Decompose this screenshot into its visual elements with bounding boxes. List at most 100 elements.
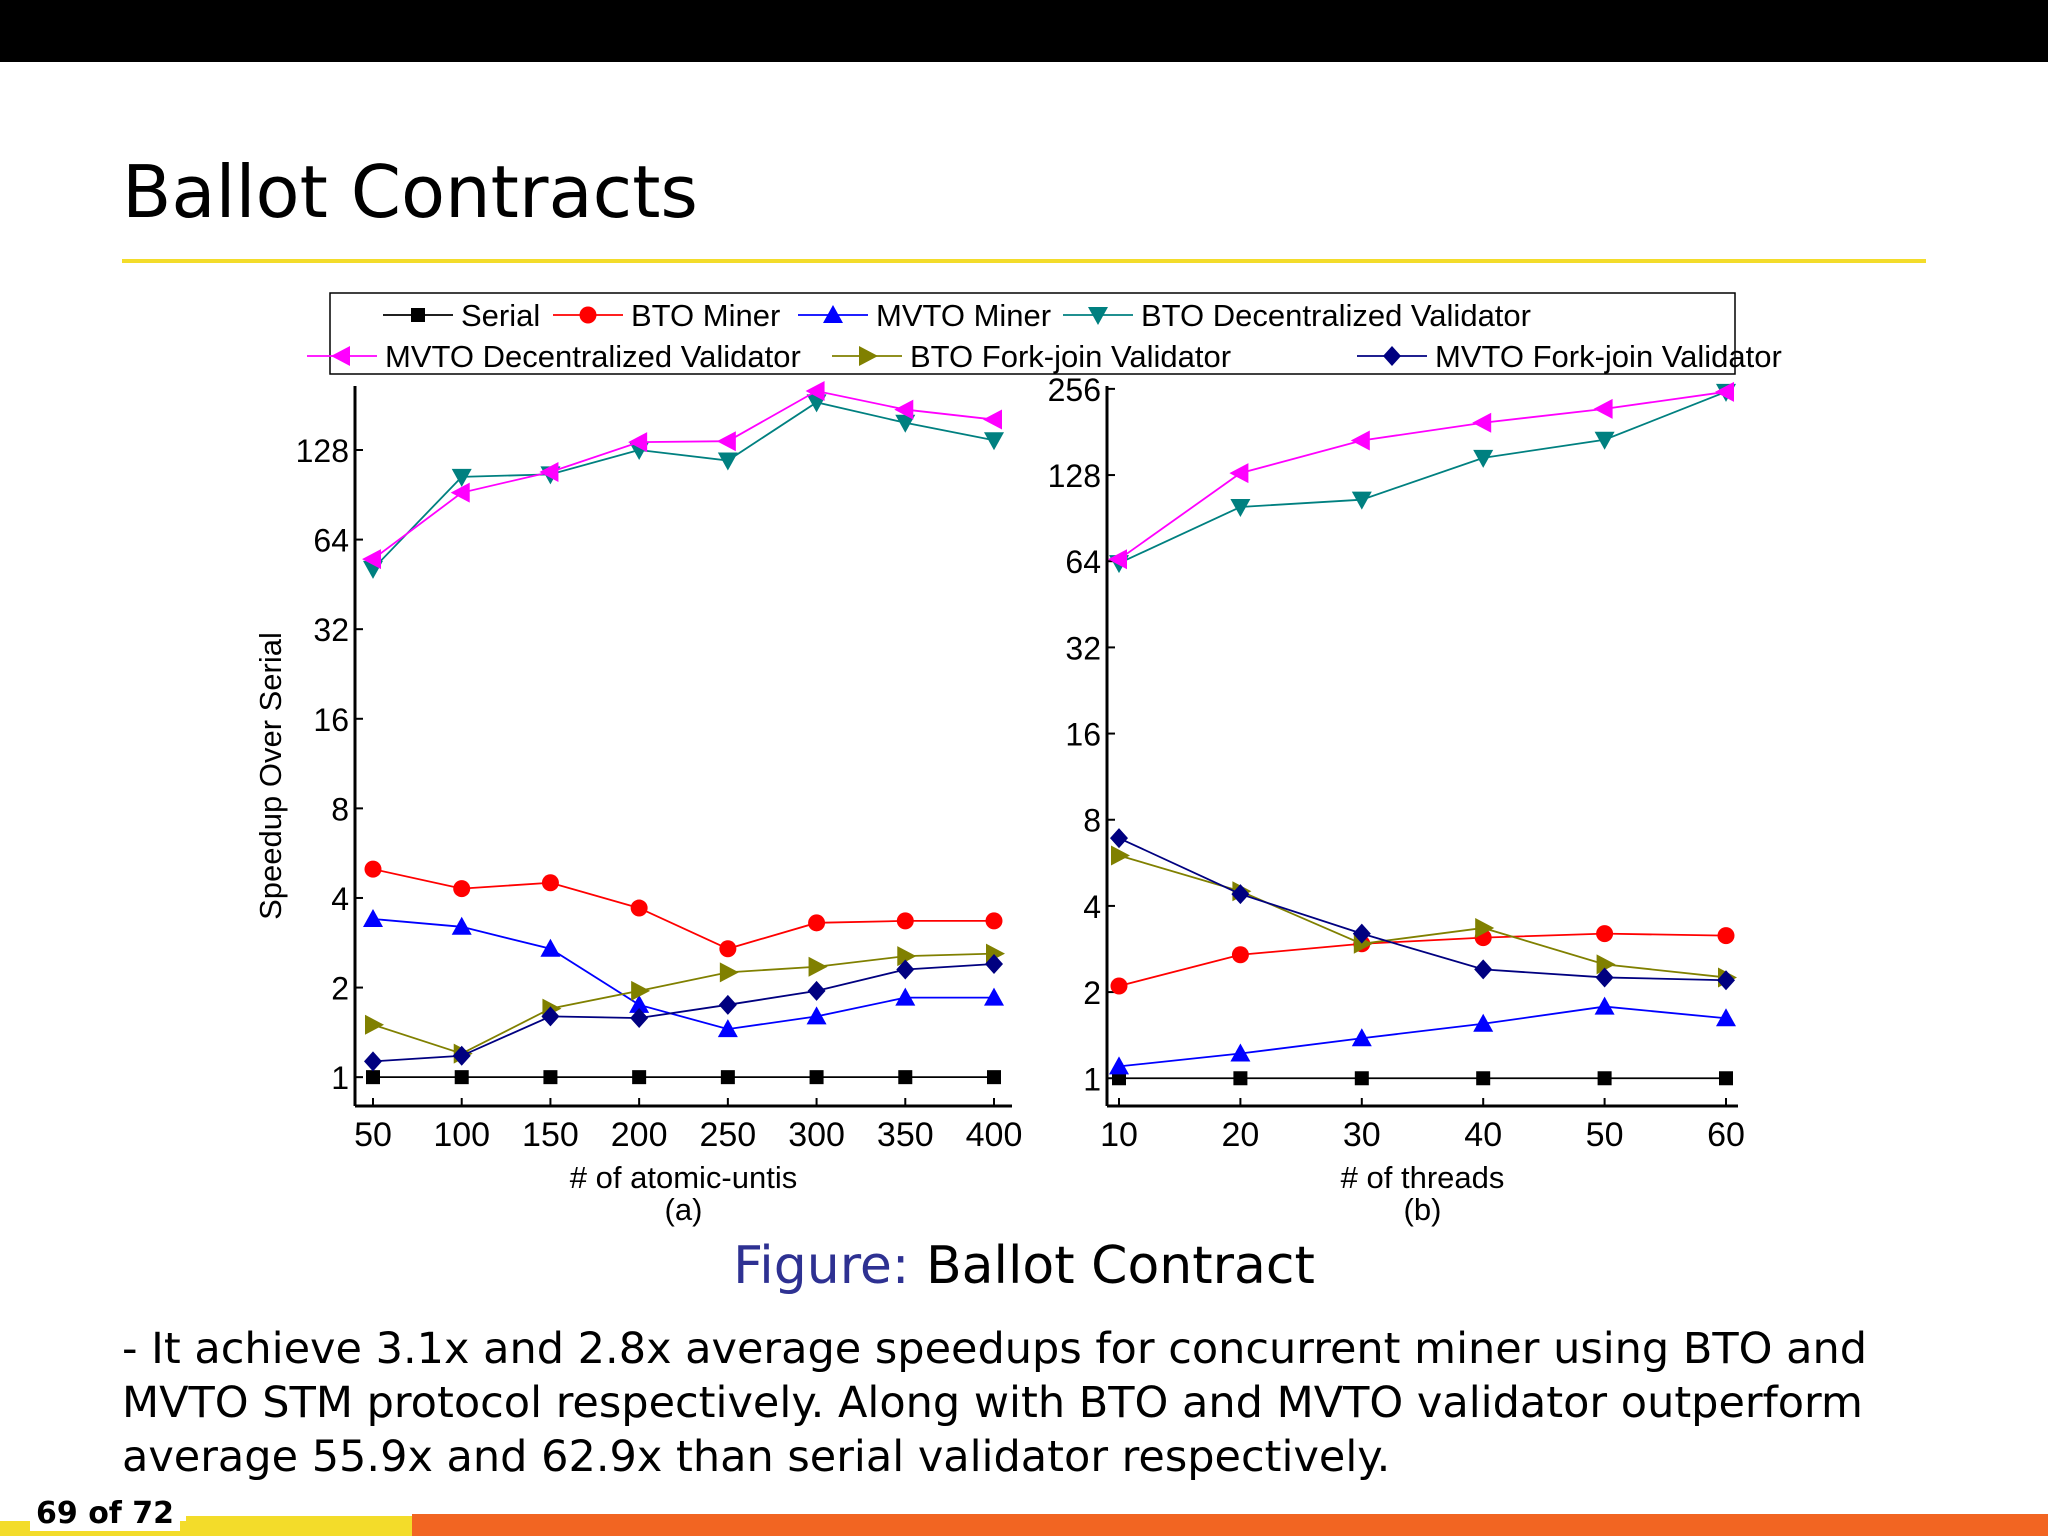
- legend-marker: [331, 346, 350, 366]
- data-point: [541, 1006, 560, 1027]
- data-point: [540, 938, 561, 957]
- data-point: [630, 1008, 649, 1029]
- data-point: [1352, 923, 1371, 944]
- series-line: [372, 918, 994, 1031]
- data-point: [1594, 431, 1615, 450]
- x-tick-label: 30: [1343, 1116, 1381, 1154]
- series-mvto-decentralized-validator: [362, 381, 1002, 570]
- legend-item: BTO Miner: [553, 298, 780, 333]
- data-point: [898, 1070, 913, 1085]
- data-point: [1109, 1056, 1129, 1075]
- data-point: [363, 908, 383, 927]
- data-point: [717, 1019, 738, 1038]
- y-tick-label: 2: [1083, 975, 1101, 1011]
- y-tick-label: 128: [1048, 458, 1101, 494]
- x-tick-label: 150: [522, 1116, 579, 1154]
- data-point: [808, 956, 828, 977]
- legend-label: BTO Miner: [631, 298, 780, 333]
- data-point: [631, 980, 651, 1001]
- data-point: [1110, 828, 1128, 849]
- data-point: [1231, 884, 1250, 905]
- y-tick-label: 256: [1048, 372, 1101, 408]
- data-point: [1351, 1028, 1372, 1047]
- data-point: [1472, 412, 1492, 433]
- series-line: [1118, 837, 1727, 982]
- y-tick-label: 1: [331, 1060, 349, 1096]
- data-point: [1719, 1071, 1733, 1086]
- y-axis-label: Speedup Over Serial: [253, 632, 288, 920]
- series-bto-miner: [364, 860, 1003, 958]
- y-tick-label: 4: [1083, 889, 1101, 925]
- legend-marker: [411, 308, 425, 322]
- data-point: [719, 962, 739, 983]
- data-point: [896, 912, 914, 930]
- legend-label: BTO Decentralized Validator: [1141, 298, 1531, 333]
- data-point: [451, 916, 472, 935]
- data-point: [366, 1070, 380, 1085]
- data-point: [895, 414, 916, 433]
- x-tick-label: 50: [1586, 1116, 1624, 1154]
- y-tick-label: 32: [313, 612, 349, 648]
- series-line: [1118, 1005, 1727, 1068]
- data-point: [809, 1070, 824, 1085]
- data-point: [896, 959, 915, 980]
- y-tick-label: 8: [331, 791, 349, 827]
- data-point: [362, 549, 381, 570]
- data-point: [1350, 430, 1370, 451]
- legend-item: BTO Decentralized Validator: [1063, 298, 1531, 333]
- legend-label: Serial: [461, 298, 540, 333]
- chart-panel-a: 1 2 4 8 16 32 64 128 50 100 150 200 250 300 350 400 # of…: [253, 381, 1022, 1227]
- data-point: [1476, 1071, 1491, 1086]
- legend-marker: [823, 305, 843, 323]
- data-point: [807, 980, 826, 1001]
- series-line: [1118, 390, 1727, 561]
- x-tick-label: 300: [788, 1116, 845, 1154]
- data-point: [1230, 1043, 1251, 1062]
- series-line: [372, 963, 995, 1063]
- legend-label: MVTO Decentralized Validator: [385, 339, 801, 374]
- data-point: [1593, 398, 1613, 419]
- data-point: [1230, 498, 1251, 517]
- data-point: [1108, 549, 1127, 570]
- data-point: [364, 860, 382, 878]
- legend-label: BTO Fork-join Validator: [910, 339, 1231, 374]
- data-point: [543, 1070, 558, 1085]
- x-tick-label: 20: [1221, 1116, 1259, 1154]
- legend-marker: [1383, 346, 1401, 366]
- data-point: [1596, 954, 1616, 975]
- data-point: [716, 431, 736, 452]
- x-tick-label: 60: [1707, 1116, 1745, 1154]
- y-tick-label: 16: [1065, 717, 1101, 753]
- y-tick-label: 8: [1083, 803, 1101, 839]
- data-point: [1594, 996, 1615, 1015]
- x-tick-label: 10: [1100, 1116, 1138, 1154]
- data-point: [720, 1070, 735, 1085]
- x-tick-label: 250: [699, 1116, 756, 1154]
- top-bar: [0, 0, 2048, 62]
- data-point: [630, 899, 648, 917]
- data-point: [541, 874, 559, 892]
- data-point: [453, 880, 471, 898]
- data-point: [1233, 1071, 1248, 1086]
- data-point: [1717, 970, 1735, 991]
- legend-item: BTO Fork-join Validator: [832, 339, 1231, 374]
- figure-caption: Figure: Ballot Contract: [0, 1236, 2048, 1296]
- data-point: [454, 1070, 469, 1085]
- data-point: [985, 953, 1003, 974]
- series-line: [1118, 390, 1727, 564]
- page-number: 69 of 72: [30, 1496, 181, 1531]
- data-point: [1716, 1008, 1736, 1027]
- footer-bar-orange: [412, 1514, 2048, 1536]
- legend-item: MVTO Decentralized Validator: [307, 339, 801, 374]
- legend-label: MVTO Fork-join Validator: [1435, 339, 1782, 374]
- title-rule: [122, 259, 1926, 263]
- series-line: [372, 390, 995, 560]
- series-line: [1118, 932, 1727, 987]
- series-line: [372, 401, 995, 570]
- x-tick-label: 200: [611, 1116, 668, 1154]
- series-mvto-fork-join-validator: [1110, 828, 1735, 991]
- data-point: [984, 987, 1004, 1006]
- data-point: [983, 409, 1002, 430]
- data-point: [1112, 1071, 1126, 1086]
- data-point: [806, 1006, 827, 1025]
